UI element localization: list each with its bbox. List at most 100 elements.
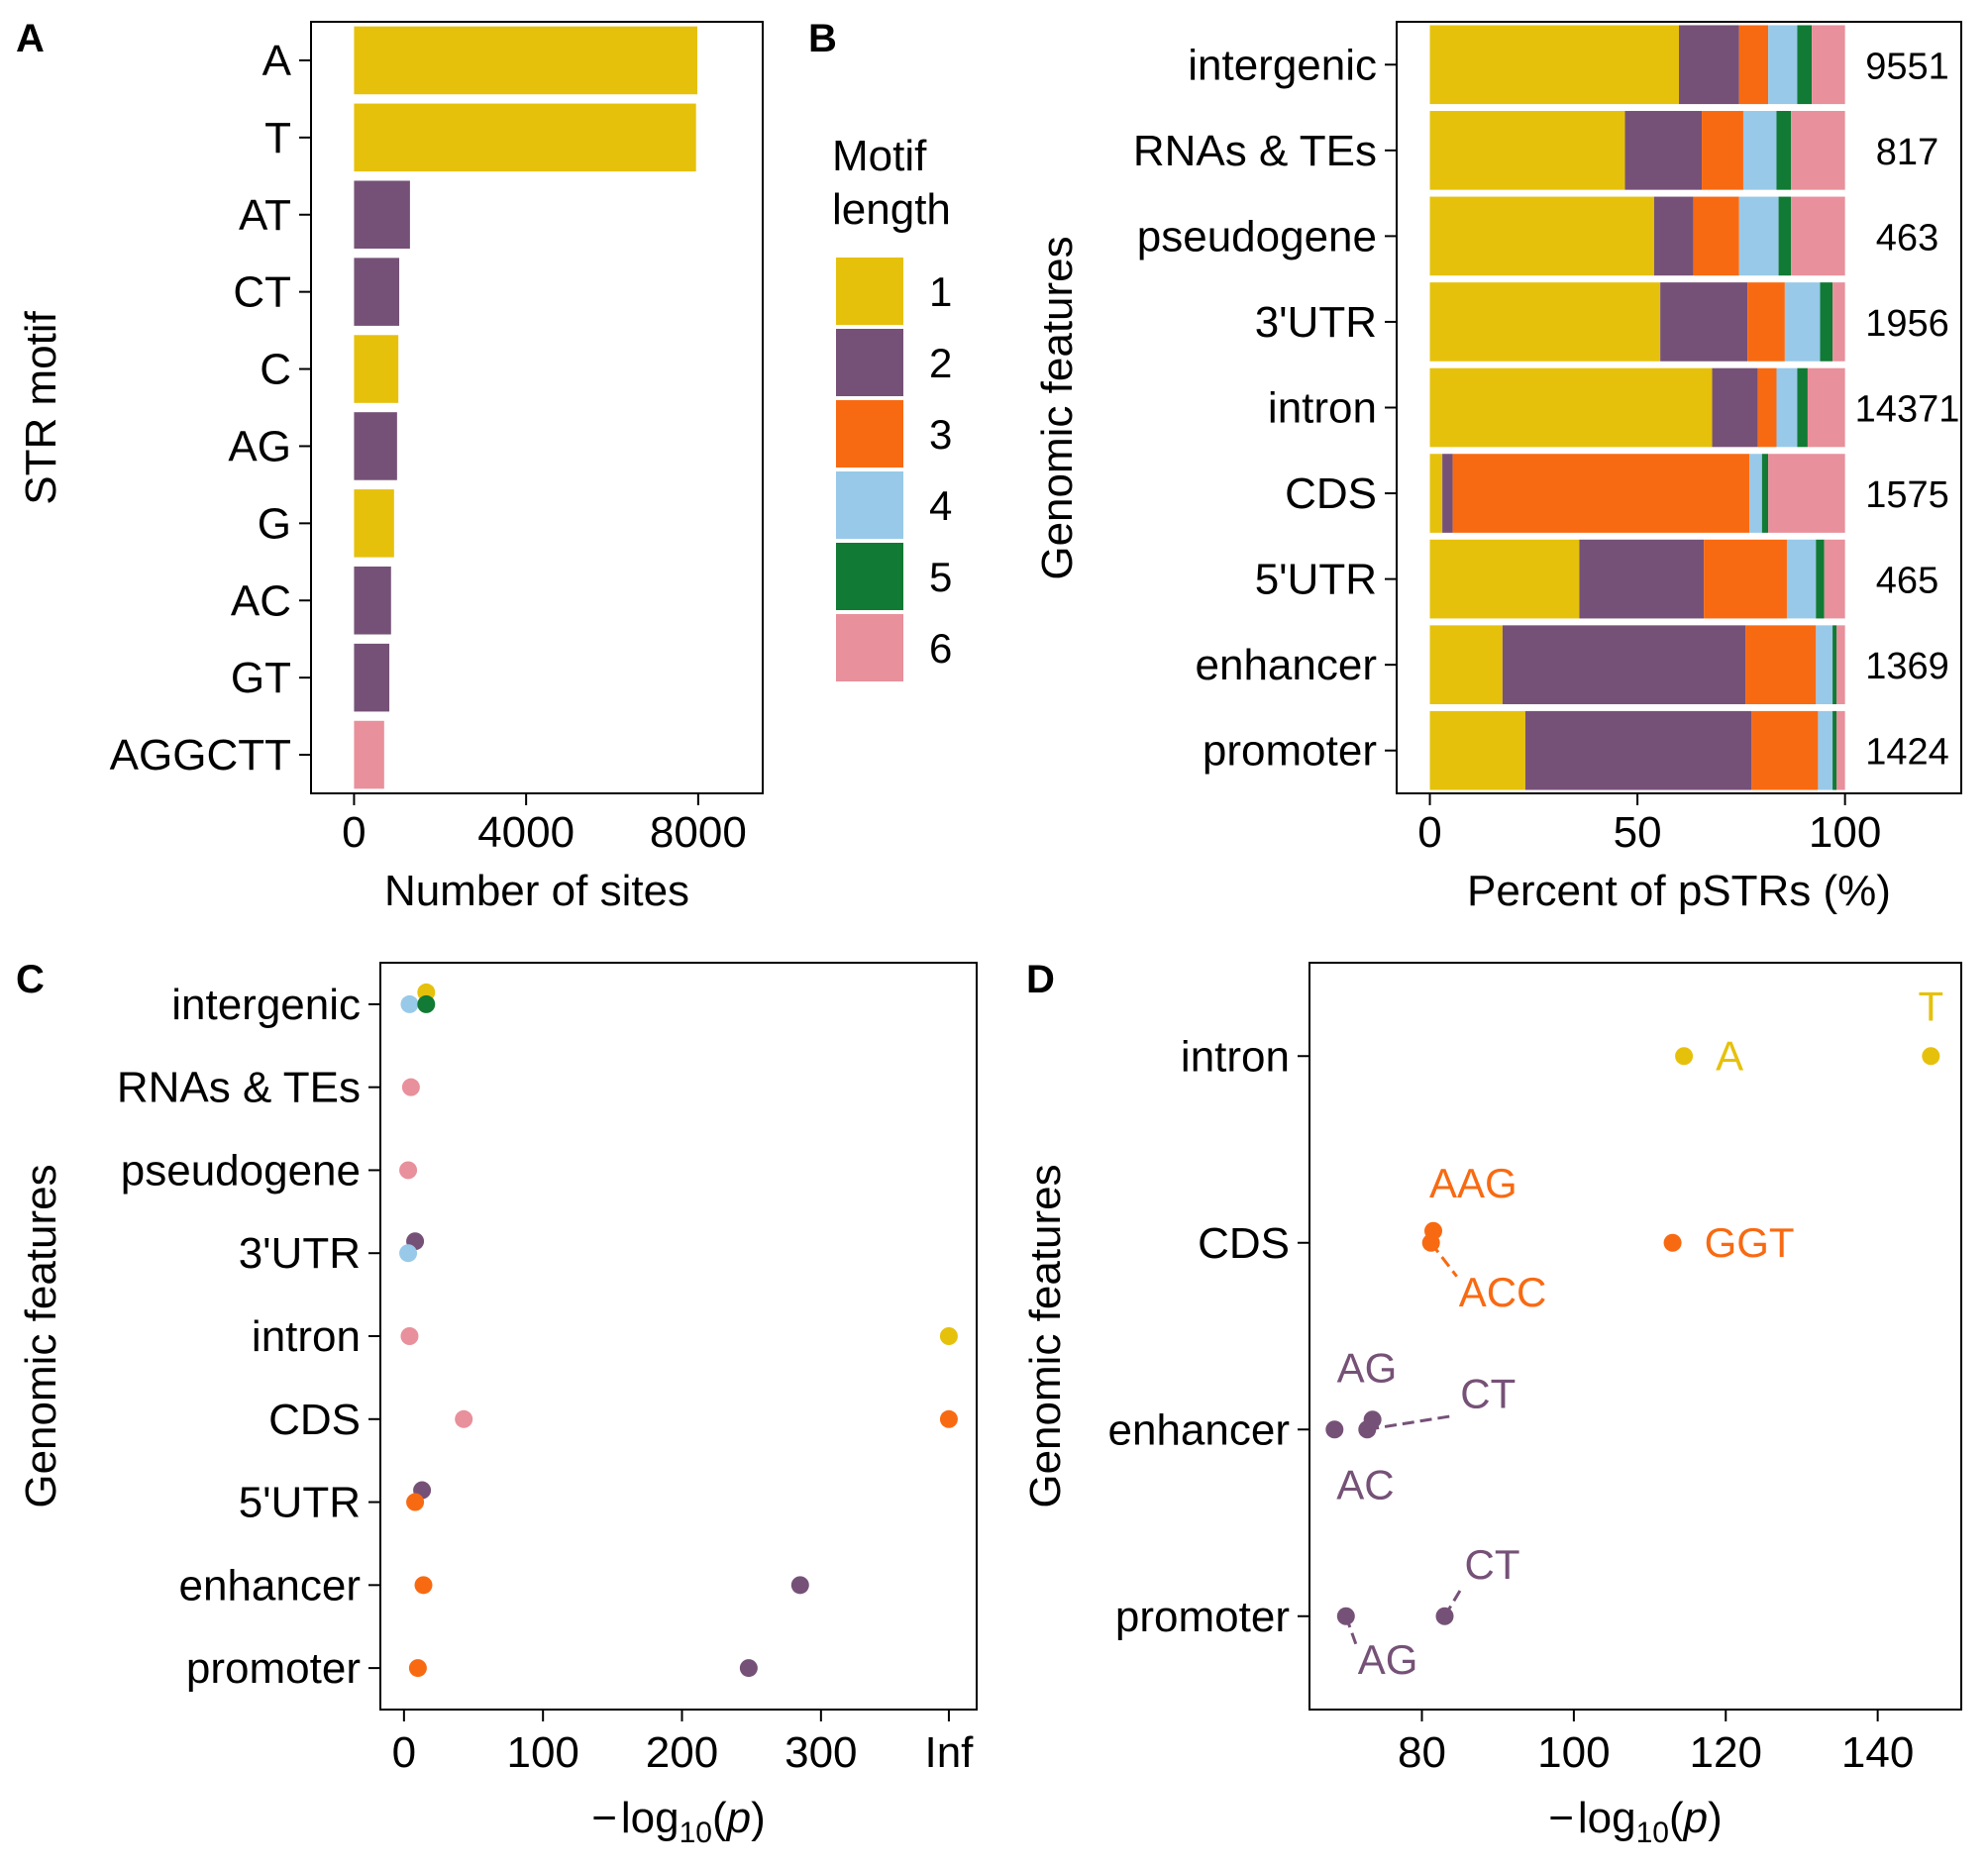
panel-b-count-rnas-tes: 817 xyxy=(1876,132,1938,173)
panel-a-bar-c xyxy=(354,335,399,403)
legend-title-line2: length xyxy=(832,185,951,234)
panel-c-ytick-label: intron xyxy=(252,1312,361,1361)
panel-b-ytick-label: CDS xyxy=(1285,469,1377,518)
panel-letter-c: C xyxy=(16,958,45,1001)
panel-a-bar-gt xyxy=(354,643,390,712)
panel-b-segment-enhancer-len5 xyxy=(1832,625,1837,704)
panel-b-segment-intergenic-len3 xyxy=(1738,25,1769,105)
panel-b-segment-enhancer-len4 xyxy=(1816,625,1833,704)
panel-b-segment-intron-len4 xyxy=(1776,367,1798,448)
panel-d-ytick-label: promoter xyxy=(1115,1593,1290,1641)
panel-a-frame xyxy=(310,21,764,794)
panel-d-label-enhancer-ag: AG xyxy=(1337,1344,1398,1391)
panel-c-point-3-utr-len4 xyxy=(399,1244,418,1263)
panel-b-segment-pseudogene-len5 xyxy=(1778,196,1792,276)
panel-c-point-cds-len6 xyxy=(455,1409,473,1428)
panel-a-bar-ct xyxy=(354,258,400,326)
panel-a-xlabel: Number of sites xyxy=(384,867,689,915)
panel-b-count-5-utr: 465 xyxy=(1876,561,1938,602)
panel-a-xtick-label: 0 xyxy=(342,808,366,857)
panel-a-bar-g xyxy=(354,489,394,558)
panel-c-xlabel-log: log xyxy=(621,1794,680,1842)
panel-c-point-intron-len6 xyxy=(400,1327,419,1345)
panel-c-ytick-label: promoter xyxy=(186,1644,361,1693)
panel-c-xtick-label: 200 xyxy=(646,1728,718,1777)
panel-b-segment-intron-len2 xyxy=(1712,367,1758,448)
panel-c-frame xyxy=(379,962,978,1711)
panel-b-segment-3-utr-len4 xyxy=(1784,282,1821,362)
panel-b-segment-promoter-len2 xyxy=(1524,710,1752,790)
panel-b-segment-enhancer-len3 xyxy=(1745,625,1817,704)
legend-label-4: 4 xyxy=(929,482,952,529)
panel-a-ytick-label: A xyxy=(262,37,292,85)
panel-b-ytick-label: 5'UTR xyxy=(1255,556,1377,604)
panel-d-leader-ct xyxy=(1443,1585,1464,1617)
panel-b-segment-intergenic-len6 xyxy=(1812,25,1845,105)
panel-c-xtick-label: 0 xyxy=(392,1728,416,1777)
panel-d-xlabel-sub: 10 xyxy=(1636,1817,1669,1849)
panel-b-segment-5-utr-len3 xyxy=(1704,539,1787,619)
panel-b-segment-promoter-len3 xyxy=(1751,710,1819,790)
panel-b-segment-intergenic-len5 xyxy=(1797,25,1813,105)
legend-swatch-4 xyxy=(836,471,903,539)
panel-b-segment-intron-len1 xyxy=(1429,367,1713,448)
panel-b-count-pseudogene: 463 xyxy=(1876,217,1938,259)
panel-c-point-intron-len1 xyxy=(939,1327,958,1345)
panel-d-label-enhancer-ac: AC xyxy=(1336,1461,1394,1507)
panel-b-segment-5-utr-len6 xyxy=(1824,539,1845,619)
panel-c-xlabel-sub: 10 xyxy=(680,1817,712,1849)
panel-b-count-intergenic: 9551 xyxy=(1865,46,1949,87)
panel-b-ytick-label: RNAs & TEs xyxy=(1133,127,1377,175)
panel-c-point-pseudogene-len6 xyxy=(399,1161,418,1180)
panel-b-segment-5-utr-len2 xyxy=(1579,539,1705,619)
panel-c-xtick-label: Inf xyxy=(924,1728,974,1777)
panel-b-segment-rnas-tes-len1 xyxy=(1429,111,1625,190)
legend-label-5: 5 xyxy=(929,554,952,600)
panel-b-segment-intron-len5 xyxy=(1797,367,1808,448)
panel-d-ytick-label: CDS xyxy=(1198,1219,1290,1268)
panel-d-xlabel-close: ) xyxy=(1708,1794,1723,1842)
panel-c-point-cds-len3 xyxy=(939,1409,958,1428)
panel-d-label-cds-acc: ACC xyxy=(1459,1269,1547,1315)
panel-b-segment-3-utr-len2 xyxy=(1660,282,1748,362)
legend-label-6: 6 xyxy=(929,625,952,672)
panel-a-ylabel: STR motif xyxy=(17,310,65,504)
panel-c-ylabel: Genomic features xyxy=(17,1164,65,1507)
panel-b-segment-intron-len6 xyxy=(1807,367,1845,448)
panel-d-xlabel-log: log xyxy=(1578,1794,1636,1842)
panel-b-xtick-label: 0 xyxy=(1417,808,1441,857)
panel-b-segment-promoter-len1 xyxy=(1429,710,1525,790)
panel-b-ytick-label: intron xyxy=(1268,384,1377,433)
panel-d-ytick-label: intron xyxy=(1181,1032,1290,1081)
panel-a-xtick-label: 8000 xyxy=(650,808,747,857)
panel-a-ytick-label: GT xyxy=(231,654,291,702)
panel-b-segment-5-utr-len5 xyxy=(1816,539,1825,619)
panel-d-leader-acc xyxy=(1429,1241,1458,1278)
panel-letter-d: D xyxy=(1026,958,1055,1001)
panel-d-point-intron-t xyxy=(1922,1047,1940,1066)
panel-c-ytick-label: pseudogene xyxy=(121,1146,361,1195)
panel-d-leader-ag xyxy=(1344,1615,1358,1645)
panel-c-ytick-label: enhancer xyxy=(179,1561,361,1610)
panel-b-segment-rnas-tes-len6 xyxy=(1791,111,1845,190)
legend: Motif length 1 2 3 4 5 6 xyxy=(832,132,952,681)
panel-a-ytick-label: AG xyxy=(228,422,291,470)
legend-swatch-6 xyxy=(836,614,903,681)
panel-d-xlabel-var: p xyxy=(1682,1794,1708,1842)
legend-swatch-3 xyxy=(836,400,903,468)
panel-b-segment-pseudogene-len1 xyxy=(1429,196,1654,276)
panel-b-segment-rnas-tes-len5 xyxy=(1776,111,1792,190)
panel-b-xlabel: Percent of pSTRs (%) xyxy=(1467,867,1891,915)
panel-c-xlabel-var: p xyxy=(725,1794,751,1842)
panel-b-xtick-label: 50 xyxy=(1614,808,1662,857)
panel-c-ytick-label: CDS xyxy=(268,1396,361,1444)
panel-c-xlabel-minus: − xyxy=(591,1794,617,1842)
panel-a-bar-ag xyxy=(354,412,397,480)
panel-d-ylabel: Genomic features xyxy=(1021,1164,1070,1507)
panel-b-segment-cds-len2 xyxy=(1442,454,1453,533)
panel-d-xlabel-open: ( xyxy=(1669,1794,1684,1842)
legend-label-3: 3 xyxy=(929,411,952,458)
panel-d-point-enhancer-ac xyxy=(1325,1420,1344,1439)
panel-a-ytick-label: AGGCTT xyxy=(110,731,291,780)
